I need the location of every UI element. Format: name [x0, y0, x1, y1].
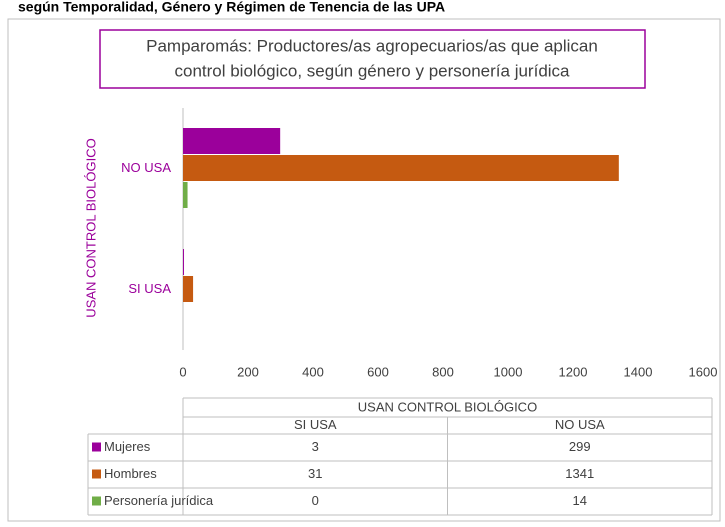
x-tick-label: 400: [302, 364, 324, 379]
legend-label: Personería jurídica: [104, 493, 214, 508]
bar: [183, 155, 619, 181]
table-value: 14: [573, 493, 587, 508]
chart-title: control biológico, según género y person…: [174, 61, 570, 80]
y-tick-label: SI USA: [128, 281, 171, 296]
x-tick-label: 800: [432, 364, 454, 379]
legend-swatch: [92, 496, 101, 506]
table-value: 31: [308, 466, 322, 481]
legend-label: Hombres: [104, 466, 157, 481]
x-tick-label: 0: [179, 364, 186, 379]
bar: [183, 249, 184, 275]
y-axis-label: USAN CONTROL BIOLÓGICO: [83, 138, 98, 317]
table-header: USAN CONTROL BIOLÓGICO: [358, 399, 537, 414]
table-value: 0: [312, 493, 319, 508]
x-tick-label: 1400: [624, 364, 653, 379]
table-value: 299: [569, 439, 591, 454]
x-tick-label: 1000: [494, 364, 523, 379]
legend-swatch: [92, 442, 101, 452]
x-tick-label: 600: [367, 364, 389, 379]
table-col-label: SI USA: [294, 417, 337, 432]
legend-swatch: [92, 469, 101, 479]
y-tick-label: NO USA: [121, 160, 171, 175]
bar: [183, 128, 281, 154]
table-col-label: NO USA: [555, 417, 605, 432]
bar: [183, 276, 194, 302]
table-value: 1341: [565, 466, 594, 481]
legend-label: Mujeres: [104, 439, 151, 454]
x-tick-label: 1200: [559, 364, 588, 379]
title-box: [99, 29, 646, 89]
table-value: 3: [312, 439, 319, 454]
bar: [183, 182, 188, 208]
x-tick-label: 200: [237, 364, 259, 379]
heading: según Temporalidad, Género y Régimen de …: [18, 0, 445, 15]
x-tick-label: 1600: [689, 364, 718, 379]
chart-border: [7, 18, 721, 522]
chart-title: Pamparomás: Productores/as agropecuarios…: [146, 36, 598, 55]
